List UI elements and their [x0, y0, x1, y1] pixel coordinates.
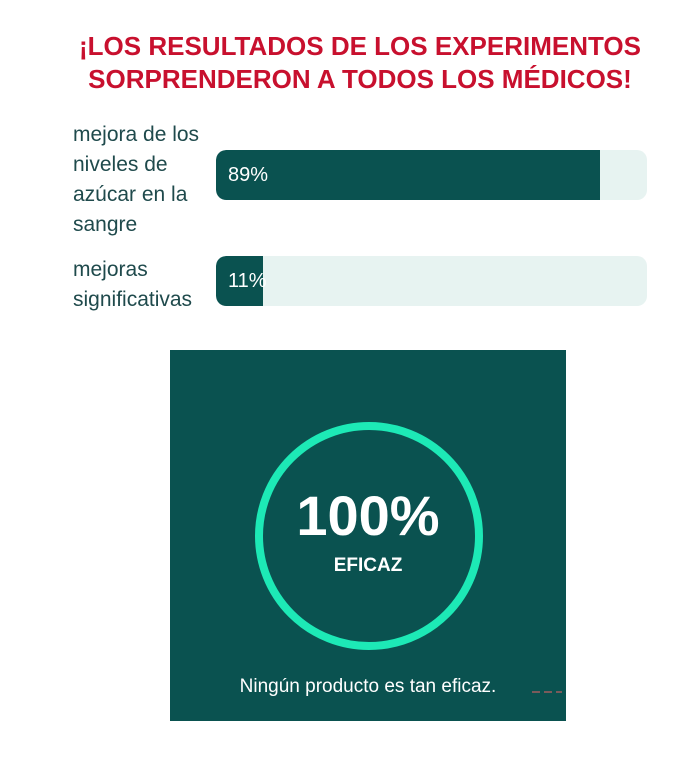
stat-row-blood-sugar: mejora de los niveles de azúcar en la sa…: [73, 120, 653, 240]
progress-bar-track: 11%: [216, 256, 647, 306]
headline-line-1: ¡LOS RESULTADOS DE LOS EXPERIMENTOS: [79, 31, 641, 61]
stat-label: mejora de los niveles de azúcar en la sa…: [73, 123, 200, 236]
progress-bar-value: 11%: [228, 270, 267, 292]
stat-row-significant: mejoras significativas 11%: [73, 255, 653, 315]
page-headline: ¡LOS RESULTADOS DE LOS EXPERIMENTOS SORP…: [40, 30, 680, 96]
efficacy-value: 100%: [296, 484, 440, 547]
headline-line-2: SORPRENDERON A TODOS LOS MÉDICOS!: [88, 64, 632, 94]
efficacy-label: EFICAZ: [333, 555, 403, 576]
efficacy-panel: 100% EFICAZ Ningún producto es tan efica…: [170, 350, 566, 721]
efficacy-caption: Ningún producto es tan eficaz.: [239, 676, 497, 697]
progress-bar-track: 89%: [216, 150, 647, 200]
progress-bar-fill: [216, 256, 264, 306]
decorative-dash: [532, 691, 562, 693]
efficacy-ring: [255, 422, 483, 650]
progress-bar-value: 89%: [228, 164, 269, 186]
progress-bar-fill: [216, 150, 600, 200]
stat-label: mejoras significativas: [73, 258, 193, 311]
